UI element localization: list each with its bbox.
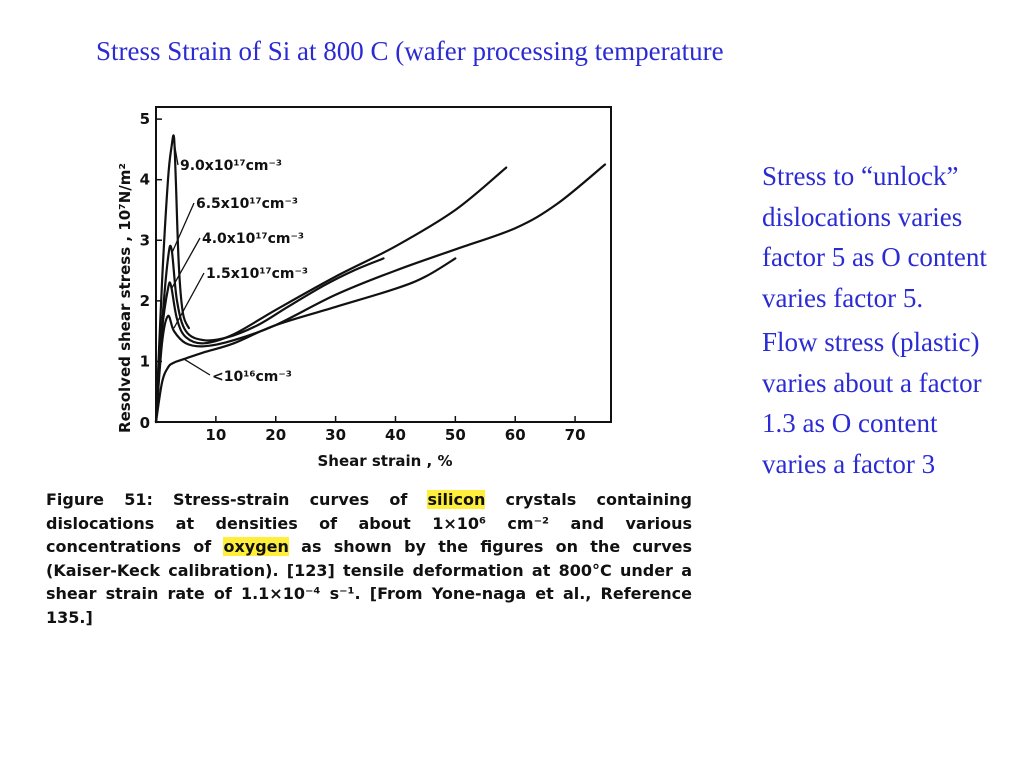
label-leader [173, 272, 205, 329]
x-tick-label: 40 [385, 426, 406, 444]
curve-labels: 9.0x10¹⁷cm⁻³ 6.5x10¹⁷cm⁻³ 4.0x10¹⁷cm⁻³ 1.5x… [170, 143, 308, 385]
x-tick-label: 50 [445, 426, 466, 444]
x-axis-label: Shear strain , % [317, 452, 452, 470]
note-flow-stress: Flow stress (plastic) varies about a fac… [762, 327, 982, 479]
figure-caption: Figure 51: Stress-strain curves of silic… [46, 488, 692, 629]
x-tick-label: 30 [325, 426, 346, 444]
y-axis-label: Resolved shear stress , 10⁷N/m² [116, 163, 134, 433]
y-tick-label: 5 [140, 110, 150, 128]
stress-strain-chart: Resolved shear stress , 10⁷N/m² Shear st… [116, 106, 612, 470]
slide-title: Stress Strain of Si at 800 C (wafer proc… [96, 36, 724, 66]
series-line-0 [154, 134, 190, 424]
curve-label-0: 9.0x10¹⁷cm⁻³ [180, 158, 282, 174]
curve-label-3: 1.5x10¹⁷cm⁻³ [206, 266, 308, 282]
x-tick-label: 10 [205, 426, 226, 444]
x-tick-label: 60 [505, 426, 526, 444]
series-line-4 [154, 257, 457, 424]
curve-label-4: <10¹⁶cm⁻³ [212, 369, 292, 385]
y-tick-label: 4 [140, 171, 150, 189]
caption-highlight-silicon: silicon [427, 490, 486, 509]
caption-label: Figure 51: [46, 490, 153, 509]
x-tick-label: 70 [565, 426, 586, 444]
curves [154, 134, 607, 424]
note-unlock-stress: Stress to “unlock” dislocations varies f… [762, 161, 987, 313]
y-tick-label: 2 [140, 292, 150, 310]
caption-text-1: Stress-strain curves of [152, 490, 428, 509]
curve-label-2: 4.0x10¹⁷cm⁻³ [202, 231, 304, 247]
label-leader [182, 357, 211, 376]
label-leader [173, 143, 179, 166]
caption-text-2: crystals containing dislocations at dens… [46, 490, 693, 556]
caption-text-3: as shown by the figures on the curves (K… [46, 537, 692, 627]
y-tick-label: 0 [140, 414, 150, 432]
y-tick-label: 3 [140, 231, 150, 249]
axis-ticks: 10 20 30 40 50 60 70 0 1 2 3 4 5 [140, 110, 586, 444]
series-line-1 [154, 244, 385, 424]
y-tick-label: 1 [140, 352, 150, 370]
label-leader [170, 237, 201, 290]
curve-label-1: 6.5x10¹⁷cm⁻³ [196, 196, 298, 212]
label-leader [171, 202, 195, 253]
x-tick-label: 20 [265, 426, 286, 444]
plot-frame [155, 106, 612, 423]
side-notes: Stress to “unlock” dislocations varies f… [762, 156, 1007, 488]
caption-highlight-oxygen: oxygen [223, 537, 289, 556]
series-line-2 [154, 166, 508, 424]
